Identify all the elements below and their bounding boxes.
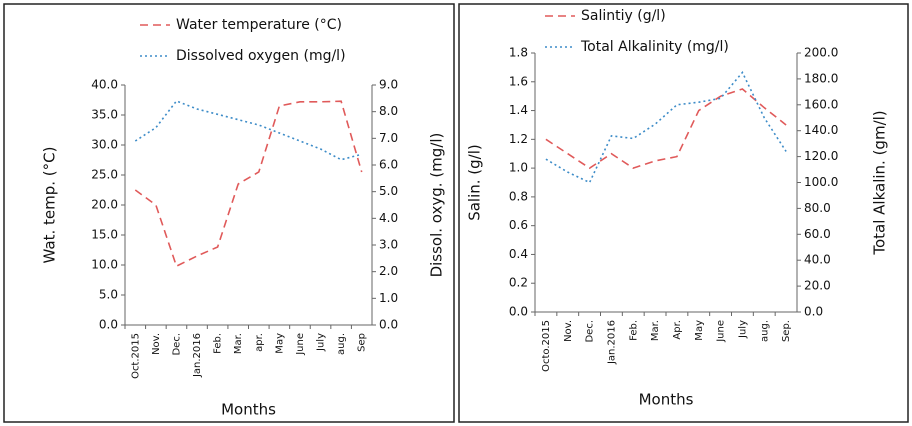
y-tick-label: 1.2 xyxy=(509,132,528,146)
legend-label: Total Alkalinity (mg/l) xyxy=(580,39,729,55)
x-tick-label: Mar. xyxy=(650,320,661,341)
x-tick-label: Jan.2016 xyxy=(192,333,203,378)
x-axis-label: Months xyxy=(639,391,694,409)
x-tick-label: aug. xyxy=(336,333,347,355)
x-tick-label: aug. xyxy=(759,320,770,342)
y2-tick-label: 80.0 xyxy=(804,201,831,215)
y2-tick-label: 200.0 xyxy=(804,46,838,60)
y2-tick-label: 20.0 xyxy=(804,279,831,293)
x-tick-label: June xyxy=(295,333,306,356)
y-tick-label: 10.0 xyxy=(91,258,118,272)
x-tick-label: apr. xyxy=(254,333,265,352)
x-tick-label: Feb. xyxy=(213,333,224,354)
y2-tick-label: 100.0 xyxy=(804,175,838,189)
y2-tick-label: 40.0 xyxy=(804,253,831,267)
y-tick-label: 0.4 xyxy=(509,247,528,261)
series-line xyxy=(134,100,362,161)
y-tick-label: 0.6 xyxy=(509,218,528,232)
x-tick-label: May xyxy=(694,320,705,341)
x-tick-label: Mar. xyxy=(233,333,244,354)
y-tick-label: 0.0 xyxy=(509,305,528,319)
y2-tick-label: 0.0 xyxy=(379,318,398,332)
y-tick-label: 1.4 xyxy=(509,103,528,117)
y-tick-label: 5.0 xyxy=(99,288,118,302)
legend-label: Water temperature (°C) xyxy=(176,17,342,33)
x-tick-label: Feb. xyxy=(628,320,639,341)
x-axis-label: Months xyxy=(221,401,276,419)
x-tick-label: Jan.2016 xyxy=(606,320,617,365)
y-tick-label: 0.8 xyxy=(509,189,528,203)
y2-axis-label: Dissol. oxyg. (mg/l) xyxy=(428,133,446,278)
x-tick-label: Dec. xyxy=(585,320,596,343)
y2-tick-label: 7.0 xyxy=(379,131,398,145)
y-tick-label: 1.8 xyxy=(509,46,528,60)
y2-tick-label: 6.0 xyxy=(379,158,398,172)
y2-tick-label: 160.0 xyxy=(804,97,838,111)
y2-tick-label: 60.0 xyxy=(804,227,831,241)
y2-tick-label: 0.0 xyxy=(804,305,823,319)
y2-tick-label: 3.0 xyxy=(379,238,398,252)
x-tick-label: Dec. xyxy=(171,333,182,356)
y-tick-label: 20.0 xyxy=(91,198,118,212)
x-tick-label: May xyxy=(274,333,285,354)
y2-tick-label: 1.0 xyxy=(379,291,398,305)
y2-tick-label: 2.0 xyxy=(379,264,398,278)
y2-tick-label: 5.0 xyxy=(379,184,398,198)
y2-tick-label: 180.0 xyxy=(804,71,838,85)
y2-tick-label: 9.0 xyxy=(379,78,398,92)
x-tick-label: July xyxy=(737,320,748,339)
legend-label: Salintiy (g/l) xyxy=(581,8,666,24)
series-line xyxy=(545,88,787,170)
y-tick-label: 15.0 xyxy=(91,228,118,242)
x-tick-label: Apr. xyxy=(672,320,683,340)
series-line xyxy=(134,100,363,268)
y-tick-label: 1.6 xyxy=(509,74,528,88)
y2-tick-label: 8.0 xyxy=(379,104,398,118)
y2-tick-label: 4.0 xyxy=(379,211,398,225)
x-tick-label: June xyxy=(716,320,727,343)
y-tick-label: 0.0 xyxy=(99,318,118,332)
right-panel xyxy=(458,3,909,423)
y2-tick-label: 120.0 xyxy=(804,149,838,163)
y2-tick-label: 140.0 xyxy=(804,123,838,137)
legend-label: Dissolved oxygen (mg/l) xyxy=(176,48,346,64)
y-tick-label: 25.0 xyxy=(91,168,118,182)
y-axis-label: Wat. temp. (°C) xyxy=(41,147,59,264)
y-tick-label: 1.0 xyxy=(509,161,528,175)
y-tick-label: 30.0 xyxy=(91,138,118,152)
x-tick-label: Sep. xyxy=(781,320,792,342)
y-axis-label: Salin. (g/l) xyxy=(466,144,484,221)
x-tick-label: Nov. xyxy=(151,333,162,355)
series-line xyxy=(545,70,787,184)
y-tick-label: 40.0 xyxy=(91,78,118,92)
x-tick-label: Nov. xyxy=(563,320,574,342)
x-tick-label: July xyxy=(316,333,327,352)
y-tick-label: 0.2 xyxy=(509,276,528,290)
y-tick-label: 35.0 xyxy=(91,108,118,122)
x-tick-label: Sep xyxy=(357,333,368,352)
y2-axis-label: Total Alkalin. (gm/l) xyxy=(871,110,889,255)
left-panel xyxy=(3,3,455,423)
x-tick-label: Octo.2015 xyxy=(541,320,552,372)
x-tick-label: Oct.2015 xyxy=(130,333,141,379)
